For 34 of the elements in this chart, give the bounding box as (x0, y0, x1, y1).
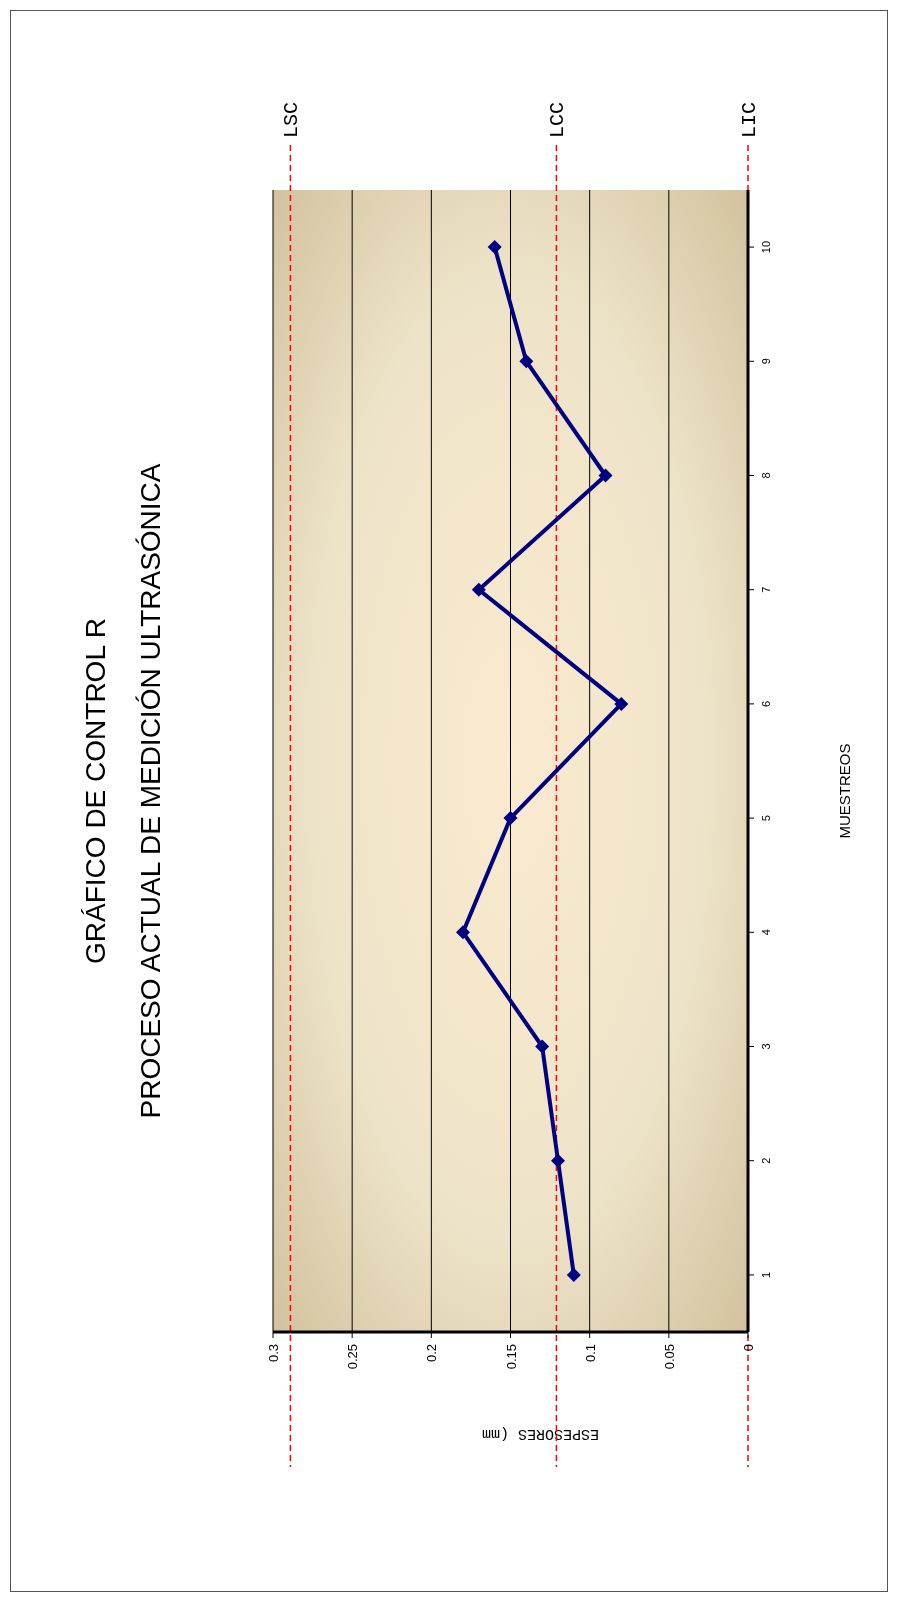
x-tick-label: 0 (741, 1344, 756, 1352)
y-tick-label: 10 (760, 240, 772, 254)
y-tick-label: 8 (760, 472, 772, 479)
y-tick-label: 5 (760, 815, 772, 822)
point (487, 240, 502, 255)
point (535, 1039, 550, 1054)
y-tick-label: 2 (760, 1157, 772, 1164)
point (551, 1153, 565, 1168)
y-tick-label: 9 (760, 358, 772, 365)
y-tick-label: 7 (760, 586, 772, 593)
point (598, 468, 613, 483)
point (614, 696, 629, 711)
y-axis-title: MUESTREOS (836, 743, 853, 839)
ref-line-label: LSC (280, 101, 304, 138)
x-tick-label: 0.05 (661, 1344, 677, 1370)
y-tick-label: 4 (760, 929, 772, 936)
point (566, 1267, 581, 1282)
point (456, 925, 470, 940)
y-tick-label: 1 (760, 1271, 772, 1278)
x-tick-label: 0.25 (345, 1344, 361, 1370)
point (503, 811, 518, 826)
x-tick-label: 0.1 (582, 1344, 598, 1363)
y-tick-label: 3 (760, 1043, 772, 1050)
y-tick-label: 6 (760, 700, 772, 707)
x-tick-label: 0.3 (266, 1344, 281, 1363)
x-tick-label: 0.2 (424, 1344, 440, 1363)
text: GRÁFICO DE CONTROL R (80, 618, 111, 964)
ref-line-label: LCC (546, 101, 570, 138)
x-tick-label: 0.15 (503, 1344, 519, 1370)
point (519, 354, 534, 369)
point (471, 582, 486, 597)
ref-line-label: LIC (738, 101, 761, 138)
text: PROCESO ACTUAL DE MEDICIÓN ULTRASÓNICA (135, 463, 166, 1119)
x-axis-title: ESPESORES (mm (481, 1425, 600, 1442)
